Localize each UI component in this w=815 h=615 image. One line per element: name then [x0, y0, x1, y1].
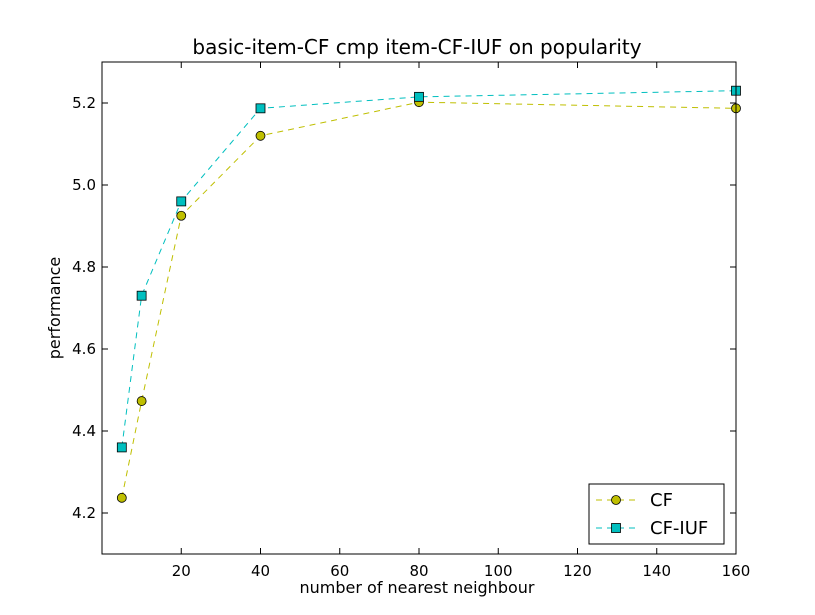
x-tick-label: 140 — [642, 562, 671, 580]
series-line-cf — [121, 101, 737, 498]
data-point-cf — [255, 130, 266, 141]
y-tick-label: 4.8 — [72, 258, 96, 276]
data-point-cf — [116, 492, 127, 503]
y-tick-label: 5.0 — [72, 176, 96, 194]
data-point-cf-iuf — [116, 442, 127, 453]
y-tick-label: 5.2 — [72, 94, 96, 112]
series-line-cf-iuf — [121, 90, 737, 448]
x-axis-label: number of nearest neighbour — [300, 578, 535, 597]
y-tick-label: 4.4 — [72, 422, 96, 440]
data-point-cf-iuf — [176, 196, 187, 207]
legend-cf-iuf-marker — [611, 523, 621, 533]
data-point-cf-iuf — [255, 103, 266, 114]
plot-frame — [101, 61, 737, 555]
legend-cf-iuf-label: CF-IUF — [650, 518, 708, 539]
data-point-cf-iuf — [414, 91, 424, 102]
data-point-cf-iuf — [136, 290, 147, 301]
legend-box — [588, 483, 725, 545]
y-axis-label: performance — [45, 257, 64, 359]
y-axis: 4.2 4.4 4.6 4.8 5.0 5.2 — [72, 94, 736, 522]
y-tick-label: 4.6 — [72, 340, 96, 358]
y-tick-label: 4.2 — [72, 504, 96, 522]
x-tick-label: 60 — [330, 562, 349, 580]
data-point-cf — [136, 396, 147, 406]
plot-series-group — [116, 85, 741, 503]
legend-cf-label: CF — [650, 490, 673, 511]
chart-title: basic-item-CF cmp item-CF-IUF on popular… — [192, 35, 641, 59]
x-tick-label: 160 — [722, 562, 751, 580]
x-tick-label: 80 — [409, 562, 428, 580]
x-tick-label: 120 — [563, 562, 592, 580]
data-point-cf — [176, 210, 187, 221]
legend: CF CF-IUF — [588, 483, 725, 545]
legend-cf-marker — [611, 495, 621, 505]
x-tick-label: 100 — [484, 562, 513, 580]
x-tick-label: 20 — [172, 562, 191, 580]
x-tick-label: 40 — [251, 562, 270, 580]
x-axis: 20 40 60 80 100 120 140 160 — [172, 62, 751, 580]
